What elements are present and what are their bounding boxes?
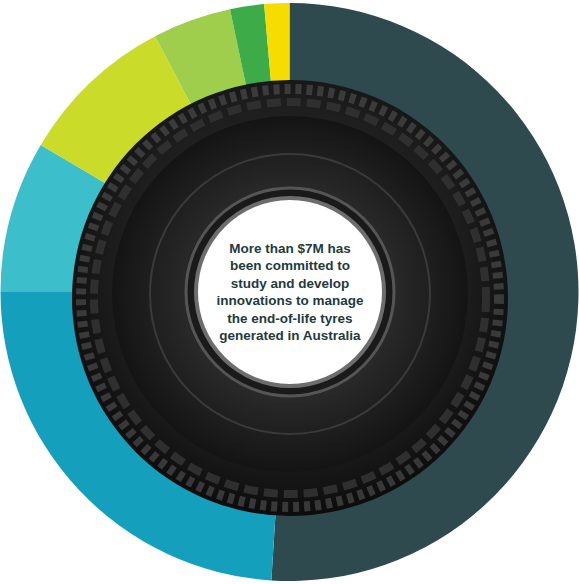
annotation-line: More than $7M has bbox=[229, 241, 351, 256]
tyre-tread bbox=[72, 80, 508, 516]
tyre-tread-blocks bbox=[94, 102, 486, 494]
annotation-line: generated in Australia bbox=[219, 328, 361, 343]
annotation-line: innovations to manage bbox=[216, 293, 364, 308]
tyre-bead bbox=[186, 188, 394, 396]
pie-segments bbox=[1, 3, 579, 581]
tyre-sidewall-line bbox=[150, 154, 430, 434]
tyre-rim-edge bbox=[194, 196, 386, 388]
tyre-centre bbox=[198, 200, 382, 384]
tyre-image bbox=[72, 80, 508, 516]
annotation-line: been committed to bbox=[230, 258, 350, 273]
tyre-sidewall bbox=[112, 116, 468, 472]
annotation-line: study and develop bbox=[231, 276, 350, 291]
tyre-tread-pattern bbox=[81, 89, 499, 507]
annotation: More than $7M has been committed to study … bbox=[216, 241, 364, 344]
annotation-line: the end-of-life tyres bbox=[227, 311, 352, 326]
chart-canvas: More than $7M has been committed to study … bbox=[0, 0, 579, 584]
